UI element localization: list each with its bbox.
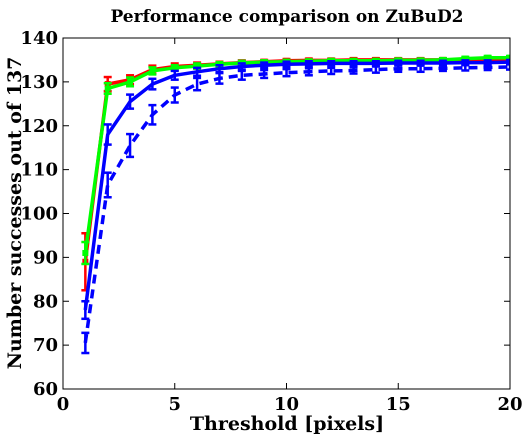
error-bar (416, 64, 425, 74)
x-axis-label: Threshold [pixels] (190, 413, 384, 435)
error-bar (215, 71, 224, 85)
x-tick-label: 20 (497, 394, 522, 415)
y-tick-label: 70 (33, 335, 58, 356)
y-tick-label: 90 (33, 247, 58, 268)
data-point (149, 67, 156, 74)
error-bar (371, 65, 380, 74)
y-tick-label: 60 (33, 379, 58, 400)
x-tick-label: 15 (386, 394, 411, 415)
error-bar (103, 171, 112, 199)
data-point (171, 64, 178, 71)
error-bar (483, 63, 492, 72)
series-4 (81, 63, 510, 355)
error-bar (148, 103, 157, 126)
error-bar (282, 60, 291, 69)
y-tick-label: 110 (20, 160, 58, 181)
error-bar (103, 123, 112, 146)
y-tick-label: 80 (33, 291, 58, 312)
data-point (462, 55, 469, 62)
data-point (82, 249, 89, 256)
series-2 (81, 54, 510, 266)
error-bar (170, 69, 179, 81)
y-tick-label: 140 (20, 28, 58, 49)
error-bar (237, 62, 246, 71)
error-bar (327, 66, 336, 76)
error-bar (349, 60, 358, 67)
error-bar (170, 86, 179, 104)
error-bar (260, 68, 269, 80)
x-tick-label: 0 (57, 394, 70, 415)
chart-title: Performance comparison on ZuBuD2 (110, 7, 463, 27)
error-bar (349, 66, 358, 75)
data-point (484, 54, 491, 61)
error-bar (126, 132, 135, 159)
error-bar (438, 64, 447, 73)
error-bar (304, 60, 313, 68)
error-bar (81, 300, 90, 321)
axis-layer: 0 5 10 15 20 60 70 80 90 100 110 120 130 140 (20, 28, 522, 415)
error-bar (461, 63, 470, 72)
data-point (194, 63, 201, 70)
error-bar (282, 67, 291, 78)
series-3-line (83, 60, 510, 311)
error-bar (237, 69, 246, 81)
x-tick-label: 10 (274, 394, 299, 415)
error-bar (193, 76, 202, 92)
error-bar (394, 64, 403, 74)
x-tick-label: 5 (168, 394, 181, 415)
series-4-line (83, 65, 510, 344)
error-bar (148, 77, 157, 91)
plot-frame (62, 37, 511, 390)
y-tick-label: 130 (20, 72, 58, 93)
error-bar (327, 60, 336, 67)
series-layer (81, 54, 510, 355)
error-bar (81, 331, 90, 355)
y-tick-label: 120 (20, 116, 58, 137)
series-3 (81, 58, 510, 321)
data-point (104, 85, 111, 92)
error-bar (260, 61, 269, 70)
data-point (507, 54, 510, 61)
error-bar (506, 63, 510, 71)
y-tick-label: 100 (20, 204, 58, 225)
y-axis-label: Number successes out of 137 (4, 57, 26, 370)
error-bar (193, 66, 202, 77)
series-1 (81, 56, 510, 292)
error-bar (126, 93, 135, 110)
error-bar (304, 67, 313, 77)
data-point (127, 78, 134, 85)
